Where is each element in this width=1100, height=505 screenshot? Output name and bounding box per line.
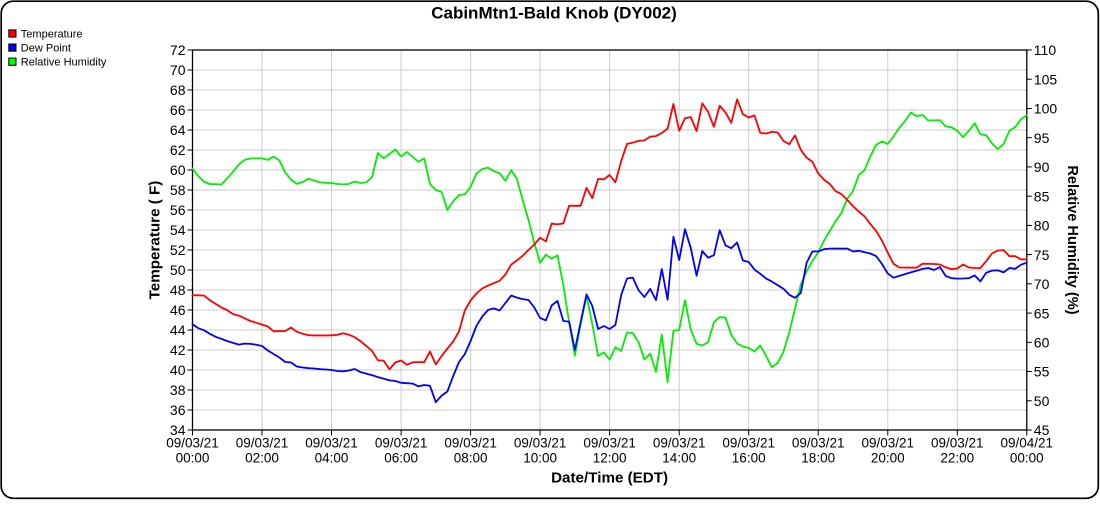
svg-text:110: 110	[1034, 42, 1057, 58]
svg-text:09/03/21: 09/03/21	[236, 435, 289, 450]
svg-text:58: 58	[170, 182, 186, 198]
svg-text:52: 52	[170, 242, 186, 258]
svg-text:34: 34	[170, 422, 186, 438]
svg-text:Relative Humidity (%): Relative Humidity (%)	[1064, 165, 1080, 314]
svg-text:Temperature: Temperature	[21, 28, 83, 40]
svg-text:62: 62	[170, 142, 186, 158]
svg-text:09/03/21: 09/03/21	[514, 435, 567, 450]
svg-text:Relative Humidity: Relative Humidity	[21, 57, 107, 69]
svg-text:68: 68	[170, 82, 186, 98]
svg-text:12:00: 12:00	[593, 450, 627, 465]
svg-text:65: 65	[1034, 305, 1050, 321]
svg-text:105: 105	[1034, 71, 1058, 87]
svg-text:80: 80	[1034, 218, 1050, 234]
svg-text:46: 46	[170, 302, 186, 318]
svg-text:45: 45	[1034, 422, 1050, 438]
svg-text:95: 95	[1034, 130, 1050, 146]
svg-text:09/03/21: 09/03/21	[792, 435, 845, 450]
svg-text:64: 64	[170, 122, 186, 138]
svg-text:60: 60	[1034, 335, 1050, 351]
svg-text:09/03/21: 09/03/21	[583, 435, 636, 450]
svg-text:40: 40	[170, 362, 186, 378]
svg-text:CabinMtn1-Bald Knob (DY002): CabinMtn1-Bald Knob (DY002)	[431, 4, 677, 23]
svg-text:56: 56	[170, 202, 186, 218]
svg-text:75: 75	[1034, 247, 1050, 263]
svg-text:50: 50	[1034, 393, 1050, 409]
svg-text:09/03/21: 09/03/21	[653, 435, 706, 450]
svg-text:08:00: 08:00	[454, 450, 488, 465]
svg-text:09/03/21: 09/03/21	[375, 435, 428, 450]
svg-text:Temperature ( F): Temperature ( F)	[147, 181, 164, 300]
svg-text:54: 54	[170, 222, 186, 238]
svg-text:100: 100	[1034, 101, 1058, 117]
svg-text:09/03/21: 09/03/21	[862, 435, 915, 450]
svg-text:09/03/21: 09/03/21	[722, 435, 775, 450]
svg-text:10:00: 10:00	[523, 450, 557, 465]
svg-text:16:00: 16:00	[732, 450, 766, 465]
svg-text:70: 70	[1034, 276, 1050, 292]
svg-text:44: 44	[170, 322, 186, 338]
svg-text:70: 70	[170, 62, 186, 78]
svg-text:90: 90	[1034, 159, 1050, 175]
svg-text:14:00: 14:00	[662, 450, 696, 465]
svg-text:48: 48	[170, 282, 186, 298]
svg-text:85: 85	[1034, 188, 1050, 204]
svg-text:38: 38	[170, 382, 186, 398]
svg-text:06:00: 06:00	[384, 450, 418, 465]
svg-text:20:00: 20:00	[871, 450, 905, 465]
svg-text:42: 42	[170, 342, 186, 358]
svg-text:09/03/21: 09/03/21	[166, 435, 219, 450]
svg-text:66: 66	[170, 102, 186, 118]
svg-text:09/04/21: 09/04/21	[1001, 435, 1054, 450]
svg-text:04:00: 04:00	[315, 450, 349, 465]
svg-text:09/03/21: 09/03/21	[444, 435, 497, 450]
svg-text:36: 36	[170, 402, 186, 418]
svg-text:09/03/21: 09/03/21	[931, 435, 984, 450]
svg-text:72: 72	[170, 42, 186, 58]
svg-text:22:00: 22:00	[940, 450, 974, 465]
svg-text:Dew Point: Dew Point	[21, 43, 71, 55]
svg-text:18:00: 18:00	[801, 450, 835, 465]
svg-text:00:00: 00:00	[176, 450, 210, 465]
svg-text:Date/Time (EDT): Date/Time (EDT)	[551, 469, 668, 486]
svg-text:55: 55	[1034, 364, 1050, 380]
svg-text:60: 60	[170, 162, 186, 178]
svg-text:00:00: 00:00	[1010, 450, 1044, 465]
svg-text:50: 50	[170, 262, 186, 278]
svg-text:02:00: 02:00	[245, 450, 279, 465]
svg-text:09/03/21: 09/03/21	[305, 435, 358, 450]
